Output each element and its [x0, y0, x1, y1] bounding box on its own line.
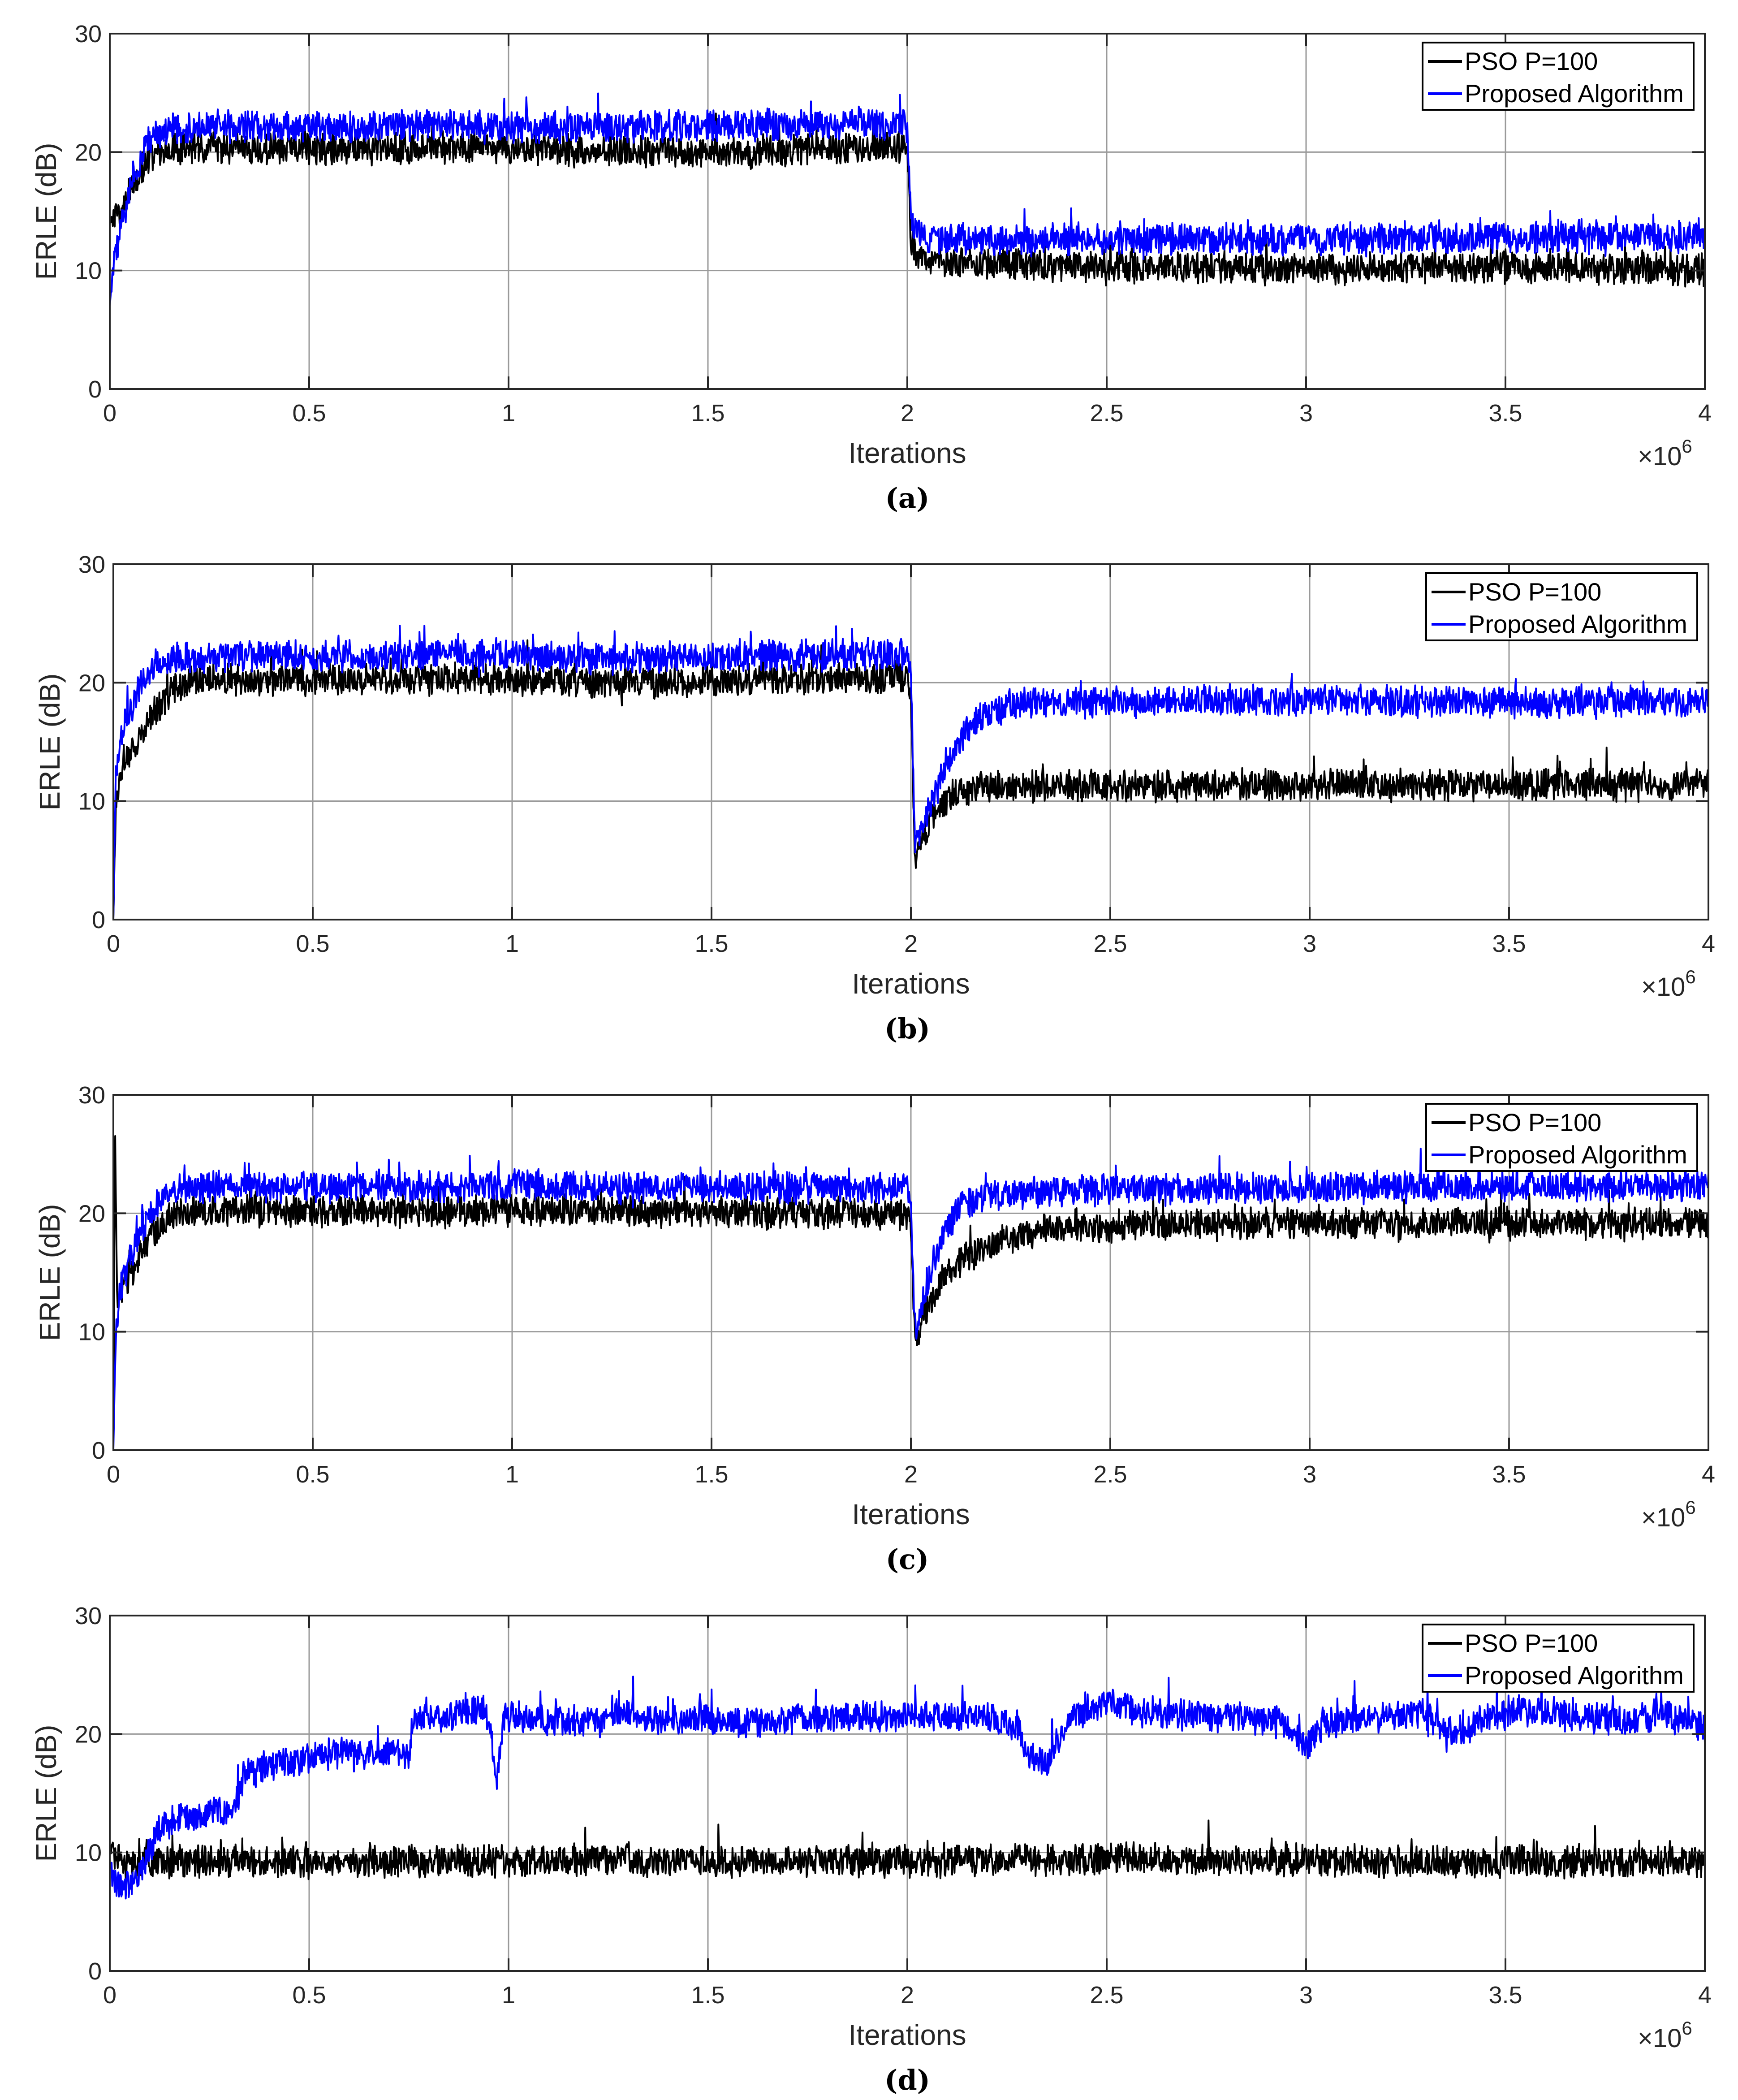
- x-axis-label: Iterations: [848, 2019, 966, 2051]
- x-tick-label: 3.5: [1488, 1982, 1522, 2009]
- legend-box: [1422, 1624, 1695, 1693]
- pso-series-line: [109, 1819, 1705, 1880]
- panel-caption: (a): [885, 482, 930, 514]
- legend-entry: PSO P=100: [1468, 578, 1601, 606]
- x-tick-label: 1.5: [694, 930, 728, 957]
- proposed-series-line: [109, 1676, 1706, 1900]
- x-tick-label: 1.5: [691, 400, 725, 427]
- x-tick-label: 2: [904, 1461, 918, 1488]
- y-tick-label: 10: [78, 788, 105, 815]
- legend: PSO P=100 Proposed Algorithm: [1425, 1103, 1698, 1172]
- x-tick-label: 3: [1299, 1982, 1313, 2009]
- proposed-series-line: [112, 1145, 1709, 1451]
- y-tick-label: 20: [75, 1721, 102, 1748]
- legend-entry: Proposed Algorithm: [1468, 610, 1687, 638]
- x-tick-label: 0: [103, 1982, 116, 2009]
- panel-caption: (d): [884, 2064, 930, 2096]
- x-exponent-label: ×106: [1641, 966, 1696, 1002]
- x-exponent-value: 6: [1685, 1497, 1695, 1518]
- y-axis-label: ERLE (dB): [34, 1204, 66, 1341]
- y-tick-label: 0: [88, 1958, 102, 1985]
- y-axis-label: ERLE (dB): [30, 143, 62, 280]
- y-tick-label: 0: [92, 907, 105, 933]
- x-tick-label: 2.5: [1090, 1982, 1123, 2009]
- x-tick-label: 0.5: [296, 930, 329, 957]
- legend-entry: Proposed Algorithm: [1468, 1141, 1687, 1169]
- y-tick-label: 20: [75, 139, 102, 166]
- x-tick-label: 2.5: [1093, 1461, 1127, 1488]
- x-tick-label: 3: [1299, 400, 1313, 427]
- x-tick-label: 3: [1303, 1461, 1316, 1488]
- x-tick-label: 0.5: [292, 400, 326, 427]
- x-axis-label: Iterations: [848, 437, 966, 469]
- legend-entry: PSO P=100: [1465, 47, 1598, 75]
- legend-box: [1425, 572, 1698, 641]
- x-tick-label: 0.5: [292, 1982, 326, 2009]
- legend-entry: PSO P=100: [1465, 1629, 1598, 1657]
- x-tick-label: 1.5: [694, 1461, 728, 1488]
- x-exponent-label: ×106: [1638, 436, 1692, 471]
- x-tick-label: 2.5: [1090, 400, 1123, 427]
- x-tick-label: 1: [502, 1982, 515, 2009]
- x-tick-label: 3.5: [1488, 400, 1522, 427]
- x-tick-label: 0: [107, 930, 120, 957]
- y-tick-label: 10: [75, 1840, 102, 1867]
- y-tick-label: 30: [78, 551, 105, 578]
- x-exponent-value: 6: [1682, 2018, 1692, 2039]
- x-tick-label: 0.5: [296, 1461, 329, 1488]
- legend-entry: PSO P=100: [1468, 1108, 1601, 1136]
- legend-box: [1422, 42, 1695, 111]
- chart-panel-a: 0 0.5 1 1.5 2 2.5 3 3.5 4 0 10 20 30 Iterations ERLE (…: [30, 21, 1712, 514]
- x-tick-label: 4: [1702, 930, 1715, 957]
- x-tick-label: 3.5: [1492, 1461, 1526, 1488]
- x-tick-label: 4: [1698, 1982, 1712, 2009]
- x-exponent-label: ×106: [1638, 2018, 1692, 2053]
- x-tick-label: 0: [107, 1461, 120, 1488]
- x-exponent-label: ×106: [1641, 1497, 1696, 1532]
- x-exponent-value: 6: [1685, 966, 1695, 987]
- x-tick-label: 4: [1702, 1461, 1715, 1488]
- legend-box: [1425, 1103, 1698, 1172]
- y-tick-label: 30: [75, 1603, 102, 1629]
- y-tick-label: 30: [78, 1082, 105, 1109]
- x-tick-label: 2: [901, 1982, 914, 2009]
- y-tick-label: 20: [78, 670, 105, 696]
- y-tick-label: 20: [78, 1200, 105, 1227]
- x-tick-label: 0: [103, 400, 116, 427]
- x-tick-label: 3: [1303, 930, 1316, 957]
- y-tick-label: 10: [75, 258, 102, 285]
- x-tick-label: 1.5: [691, 1982, 725, 2009]
- y-tick-label: 0: [92, 1437, 105, 1464]
- x-axis-label: Iterations: [852, 1498, 970, 1530]
- x-tick-label: 1: [505, 930, 519, 957]
- y-tick-label: 0: [88, 376, 102, 403]
- legend: PSO P=100 Proposed Algorithm: [1425, 572, 1698, 641]
- chart-panel-b: 0 0.5 1 1.5 2 2.5 3 3.5 4 0 10 20 30 Iterations ERLE (…: [34, 551, 1715, 1045]
- proposed-series-line: [112, 625, 1709, 920]
- x-tick-label: 3.5: [1492, 930, 1526, 957]
- legend-entry: Proposed Algorithm: [1465, 1661, 1684, 1690]
- x-tick-label: 1: [505, 1461, 519, 1488]
- x-tick-label: 2: [901, 400, 914, 427]
- x-tick-label: 2: [904, 930, 918, 957]
- y-tick-label: 10: [78, 1319, 105, 1346]
- legend: PSO P=100 Proposed Algorithm: [1422, 42, 1695, 111]
- chart-panel-d: 0 0.5 1 1.5 2 2.5 3 3.5 4 0 10 20 30 Iterations ERLE (…: [30, 1603, 1712, 2096]
- y-axis-label: ERLE (dB): [34, 674, 66, 811]
- proposed-series-line: [109, 92, 1706, 307]
- x-tick-label: 4: [1698, 400, 1712, 427]
- y-tick-label: 30: [75, 21, 102, 48]
- panel-caption: (b): [884, 1012, 930, 1045]
- chart-panel-c: 0 0.5 1 1.5 2 2.5 3 3.5 4 0 10 20 30 Iterations ERLE (…: [34, 1082, 1715, 1576]
- x-exponent-value: 6: [1682, 436, 1692, 457]
- legend: PSO P=100 Proposed Algorithm: [1422, 1624, 1695, 1693]
- x-tick-label: 2.5: [1093, 930, 1127, 957]
- legend-entry: Proposed Algorithm: [1465, 79, 1684, 108]
- x-tick-label: 1: [502, 400, 515, 427]
- y-axis-label: ERLE (dB): [30, 1725, 62, 1862]
- x-axis-label: Iterations: [852, 968, 970, 1000]
- panel-caption: (c): [886, 1543, 929, 1576]
